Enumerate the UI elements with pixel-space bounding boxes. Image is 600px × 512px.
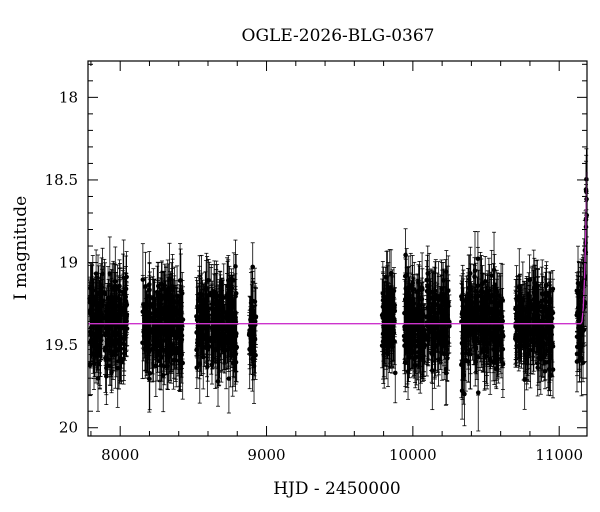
y-tick-label: 20 [59, 419, 78, 437]
x-tick-label: 9000 [247, 446, 285, 464]
x-axis-label: HJD - 2450000 [273, 479, 401, 499]
x-tick-label: 10000 [389, 446, 437, 464]
data-point [177, 321, 182, 365]
x-tick-label: 11000 [535, 446, 583, 464]
plot-area [87, 148, 590, 432]
data-point [160, 271, 166, 321]
data-point [110, 309, 116, 380]
data-point [121, 267, 126, 320]
data-point [151, 308, 156, 382]
data-point [163, 299, 168, 363]
data-point [180, 326, 185, 400]
data-point [174, 306, 179, 370]
y-axis-label: I magnitude [11, 196, 31, 300]
data-point [102, 262, 108, 326]
data-point [115, 308, 121, 346]
data-point [140, 274, 146, 349]
data-point [145, 286, 150, 345]
y-tick-label: 18 [59, 88, 78, 106]
x-tick-label: 8000 [101, 446, 139, 464]
data-point [98, 292, 104, 336]
data-point [179, 272, 185, 315]
y-tick-label: 19 [59, 254, 78, 272]
data-point [160, 338, 166, 413]
data-point [142, 305, 148, 372]
data-point [148, 295, 154, 369]
data-point [168, 278, 173, 336]
data-point [91, 279, 97, 329]
chart-title: OGLE-2026-BLG-0367 [242, 26, 435, 46]
y-tick-label: 19.5 [45, 336, 78, 354]
data-point [124, 281, 129, 357]
y-tick-label: 18.5 [45, 171, 78, 189]
